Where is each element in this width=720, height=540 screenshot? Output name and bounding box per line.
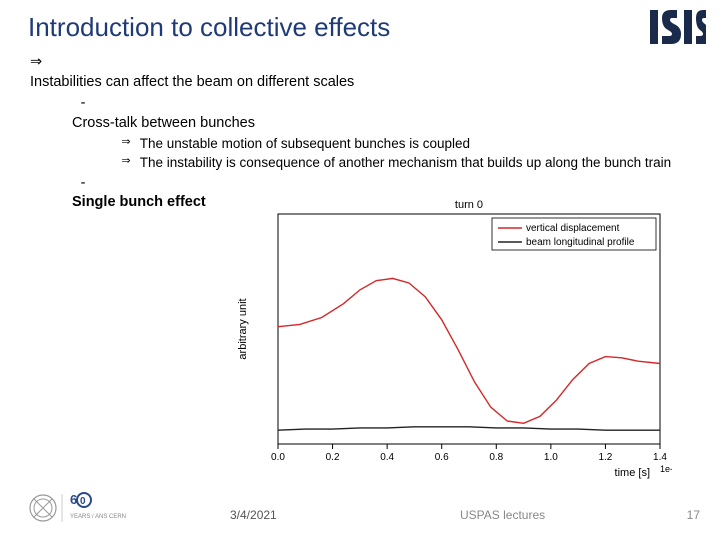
svg-text:0.2: 0.2 [326,452,340,463]
bullet-l3b: ⇒ The instability is consequence of anot… [116,154,690,172]
cern-logo: 6 0 YEARS / ANS CERN [26,492,156,526]
dash-icon: - [72,174,94,194]
bullet-l2a: - Cross-talk between bunches [72,94,690,133]
sub-arrow-icon: ⇒ [116,135,136,150]
svg-text:YEARS / ANS CERN: YEARS / ANS CERN [70,514,126,520]
svg-text:vertical displacement: vertical displacement [526,223,620,234]
svg-text:1.2: 1.2 [598,452,612,463]
dash-icon: - [72,94,94,114]
sub-arrow-icon: ⇒ [116,154,136,169]
svg-text:1.4: 1.4 [653,452,667,463]
footer: 6 0 YEARS / ANS CERN 3/4/2021 USPAS lect… [0,494,720,530]
bullet-l3a-text: The unstable motion of subsequent bunche… [140,135,690,153]
chart-container: 0.0 0.2 0.4 0.6 0.8 1.0 1.2 1.4 turn 0 time [s] 1e… [232,196,672,486]
svg-text:1e-8: 1e-8 [660,464,672,474]
svg-text:turn 0: turn 0 [455,199,483,211]
svg-text:0.4: 0.4 [380,452,394,463]
bullet-l1-text: Instabilities can affect the beam on dif… [30,73,664,93]
content-area: ⇒ Instabilities can affect the beam on d… [0,49,720,213]
footer-center: USPAS lectures [460,508,545,522]
svg-text:0: 0 [80,496,86,507]
footer-page: 17 [687,508,700,522]
bullet-l3b-text: The instability is consequence of anothe… [140,154,690,172]
svg-text:time [s]: time [s] [615,467,650,479]
slide-title: Introduction to collective effects [0,0,720,49]
svg-text:0.6: 0.6 [435,452,449,463]
bullet-l1: ⇒ Instabilities can affect the beam on d… [30,53,690,92]
svg-text:arbitrary unit: arbitrary unit [237,298,249,359]
arrow-icon: ⇒ [30,53,52,73]
svg-text:0.0: 0.0 [271,452,285,463]
bullet-l2a-text: Cross-talk between bunches [72,114,664,134]
bullet-l3a: ⇒ The unstable motion of subsequent bunc… [116,135,690,153]
svg-text:beam longitudinal profile: beam longitudinal profile [526,237,635,248]
isis-logo [648,6,706,48]
footer-date: 3/4/2021 [230,508,277,522]
svg-text:0.8: 0.8 [489,452,503,463]
svg-text:1.0: 1.0 [544,452,558,463]
